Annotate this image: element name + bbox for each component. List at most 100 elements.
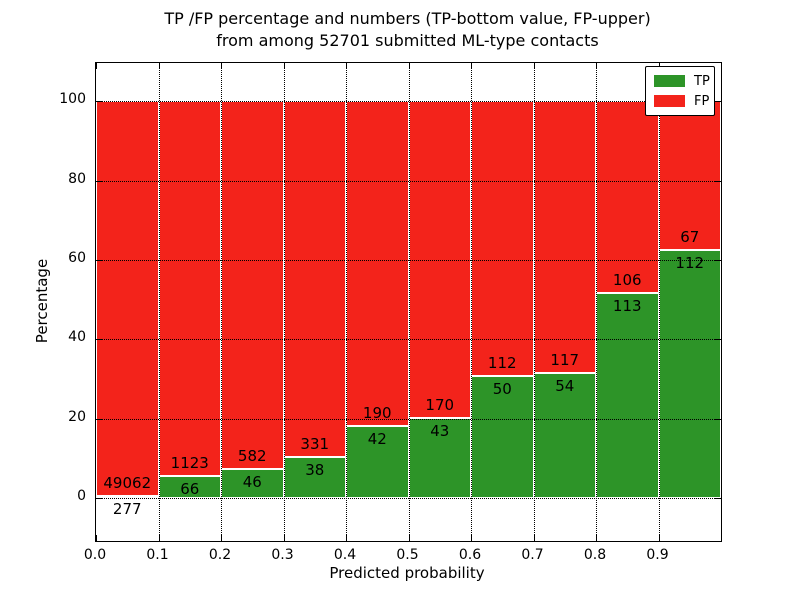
- bar-label-fp: 112: [487, 353, 517, 372]
- bar-label-fp: 190: [362, 404, 392, 423]
- x-tick-mark: [408, 535, 410, 541]
- x-tick-label: 0.0: [83, 547, 107, 563]
- gridline-vertical: [158, 63, 160, 541]
- bar-segment-fp: [471, 101, 534, 376]
- y-tick-mark: [96, 339, 102, 341]
- bar-label-fp: 170: [425, 395, 455, 414]
- y-tick-label: 80: [68, 170, 86, 187]
- chart-subtitle: from among 52701 submitted ML-type conta…: [216, 31, 599, 50]
- x-tick-mark: [158, 63, 160, 69]
- y-tick-mark: [715, 180, 721, 182]
- x-tick-mark: [471, 535, 472, 541]
- x-tick-mark: [471, 63, 472, 69]
- bar-segment-fp: [658, 101, 721, 250]
- x-tick-mark: [596, 63, 597, 69]
- x-tick-label: 0.7: [521, 547, 544, 563]
- y-tick-label: 40: [68, 329, 86, 346]
- bar-label-fp: 67: [680, 227, 700, 246]
- bar-segment-tp: [96, 495, 159, 499]
- y-tick-mark: [715, 259, 721, 261]
- plot-area: 49062 277 1123 66 582 46 331 38 190 42 170 43 112 50 1…: [95, 62, 722, 542]
- chart-title-block: TP /FP percentage and numbers (TP-bottom…: [95, 8, 720, 52]
- y-tick-mark: [96, 259, 102, 261]
- y-tick-mark: [715, 418, 721, 420]
- bar-segment-fp: [346, 101, 409, 427]
- bar-label-tp: 42: [367, 430, 387, 449]
- bar-label-fp: 106: [612, 271, 642, 290]
- bar-segment-tp: [596, 293, 659, 499]
- x-tick-label: 0.6: [458, 547, 482, 563]
- x-tick-mark: [283, 535, 285, 541]
- x-tick-mark: [596, 535, 597, 541]
- chart-title: TP /FP percentage and numbers (TP-bottom…: [164, 9, 651, 28]
- x-tick-mark: [408, 63, 410, 69]
- legend-item-fp: FP: [646, 91, 714, 111]
- y-tick-mark: [96, 498, 102, 500]
- bar-segment-fp: [158, 101, 221, 477]
- x-tick-mark: [221, 63, 222, 69]
- bar-label-fp: 1123: [170, 454, 209, 473]
- y-tick-mark: [96, 101, 102, 103]
- legend-label-fp: FP: [694, 93, 710, 109]
- x-axis-label: Predicted probability: [329, 564, 485, 582]
- legend-item-tp: TP: [646, 71, 714, 91]
- x-tick-mark: [283, 63, 285, 69]
- x-tick-mark: [658, 535, 660, 541]
- gridline-vertical: [408, 63, 410, 541]
- bar-segment-fp: [596, 101, 659, 294]
- bar-segment-fp: [283, 101, 346, 458]
- x-tick-mark: [346, 63, 347, 69]
- y-tick-mark: [96, 418, 102, 420]
- bar-segment-fp: [221, 101, 284, 470]
- bar-segment-fp: [533, 101, 596, 373]
- bar-label-tp: 113: [612, 297, 642, 316]
- y-tick-label: 20: [68, 408, 86, 425]
- bar-label-fp: 117: [550, 350, 580, 369]
- bar-label-tp: 54: [555, 376, 575, 395]
- bar-label-tp: 46: [242, 473, 262, 492]
- bar-label-tp: 66: [180, 480, 200, 499]
- x-tick-label: 0.3: [271, 547, 294, 563]
- y-tick-label: 60: [68, 249, 86, 266]
- bar-label-fp: 49062: [103, 473, 152, 492]
- legend-swatch-fp-icon: [654, 95, 685, 107]
- y-tick-mark: [715, 101, 721, 103]
- legend-label-tp: TP: [694, 73, 710, 89]
- bar-label-fp: 331: [300, 435, 330, 454]
- x-tick-mark: [221, 535, 222, 541]
- bar-label-tp: 112: [675, 253, 705, 272]
- legend-swatch-tp-icon: [654, 75, 685, 87]
- gridline-vertical: [283, 63, 285, 541]
- x-tick-mark: [346, 535, 347, 541]
- gridline-vertical: [221, 63, 222, 541]
- y-tick-mark: [96, 180, 102, 182]
- x-tick-mark: [96, 63, 97, 69]
- x-tick-mark: [158, 535, 160, 541]
- x-tick-label: 0.8: [583, 547, 607, 563]
- x-tick-label: 0.1: [146, 547, 169, 563]
- y-tick-label: 0: [77, 488, 86, 505]
- bar-segment-tp: [658, 249, 721, 499]
- x-tick-label: 0.2: [208, 547, 232, 563]
- bar-label-tp: 50: [492, 379, 512, 398]
- x-tick-mark: [533, 535, 535, 541]
- bar-segment-tp: [221, 469, 284, 499]
- x-tick-label: 0.4: [333, 547, 357, 563]
- gridline-vertical: [346, 63, 347, 541]
- y-tick-mark: [715, 498, 721, 500]
- x-tick-label: 0.9: [646, 547, 669, 563]
- bar-label-tp: 38: [305, 461, 325, 480]
- x-tick-label: 0.5: [396, 547, 419, 563]
- y-tick-mark: [715, 339, 721, 341]
- bar-segment-tp: [283, 457, 346, 499]
- gridline-vertical: [471, 63, 472, 541]
- bar-label-tp: 43: [430, 421, 450, 440]
- x-tick-mark: [96, 535, 97, 541]
- y-tick-label: 100: [59, 91, 86, 108]
- legend: TP FP: [645, 66, 715, 116]
- bar-label-fp: 582: [237, 447, 267, 466]
- bar-label-tp: 277: [112, 499, 142, 518]
- gridline-vertical: [533, 63, 535, 541]
- gridline-vertical: [658, 63, 660, 541]
